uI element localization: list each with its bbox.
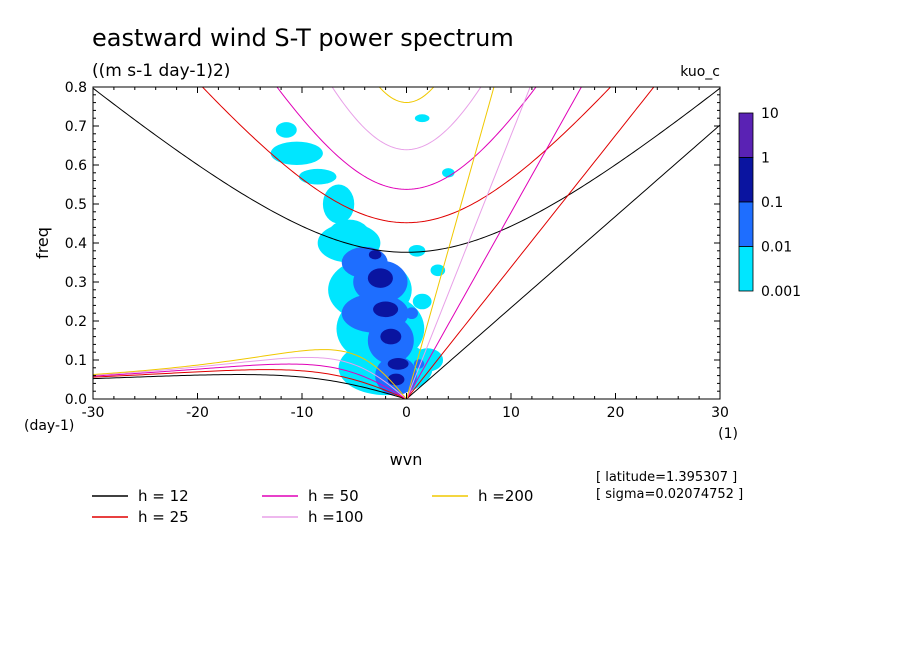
colorbar-swatch bbox=[738, 246, 754, 292]
rossby-curve bbox=[93, 349, 407, 399]
contour-blob bbox=[412, 293, 432, 310]
y-tick-label: 0.1 bbox=[65, 353, 87, 369]
contour-blob bbox=[405, 307, 418, 320]
y-unit-label: (day-1) bbox=[24, 418, 74, 434]
y-tick-label: 0.8 bbox=[65, 80, 87, 96]
x-tick-label: -10 bbox=[291, 405, 314, 421]
inertia-gravity-curve bbox=[201, 87, 612, 224]
colorbar-swatch bbox=[738, 112, 754, 158]
corner-label: kuo_c bbox=[680, 64, 720, 80]
legend: h = 12 h = 25 h = 50 h =100 h =200 bbox=[92, 487, 533, 526]
x-unit-label: (1) bbox=[718, 426, 738, 442]
contour-fill bbox=[270, 114, 455, 396]
sigma-annotation: [ sigma=0.02074752 ] bbox=[596, 487, 743, 502]
rossby-curve bbox=[93, 363, 407, 399]
rossby-curve bbox=[93, 369, 407, 399]
colorbar-swatch bbox=[738, 201, 754, 247]
legend-label: h = 25 bbox=[138, 508, 189, 526]
chart-subtitle: ((m s-1 day-1)2) bbox=[92, 61, 230, 81]
y-tick-label: 0.2 bbox=[65, 314, 87, 330]
colorbar-label: 0.01 bbox=[761, 240, 792, 256]
dispersion-curves bbox=[93, 87, 720, 399]
contour-blob bbox=[387, 373, 405, 386]
plot-area: -30 -20 -10 0 10 20 30 0.0 0.1 0.2 0.3 0.4 0.5 0.6 0.7… bbox=[65, 80, 729, 421]
kelvin-curve bbox=[406, 87, 655, 399]
legend-label: h =100 bbox=[308, 508, 363, 526]
axis-ticks: -30 -20 -10 0 10 20 30 0.0 0.1 0.2 0.3 0.4 0.5 0.6 0.7… bbox=[65, 80, 729, 421]
inertia-gravity-curve bbox=[331, 87, 482, 151]
y-tick-label: 0.7 bbox=[65, 119, 87, 135]
colorbar-label: 0.001 bbox=[761, 284, 801, 300]
contour-blob bbox=[322, 184, 355, 224]
contour-blob bbox=[275, 122, 297, 138]
x-tick-label: 30 bbox=[711, 405, 729, 421]
x-tick-label: 10 bbox=[502, 405, 520, 421]
kelvin-curve bbox=[406, 87, 495, 399]
inertia-gravity-curve bbox=[276, 87, 537, 190]
contour-blob bbox=[408, 244, 426, 257]
colorbar-label: 10 bbox=[761, 106, 779, 122]
y-tick-label: 0.3 bbox=[65, 275, 87, 291]
inertia-gravity-curve bbox=[378, 87, 435, 104]
contour-blob bbox=[442, 168, 455, 178]
contour-blob bbox=[414, 114, 430, 123]
contour-blob bbox=[380, 328, 402, 345]
legend-label: h = 50 bbox=[308, 487, 359, 505]
y-tick-label: 0.4 bbox=[65, 236, 87, 252]
rossby-curve bbox=[93, 356, 407, 399]
y-tick-label: 0.0 bbox=[65, 392, 87, 408]
y-tick-label: 0.6 bbox=[65, 158, 87, 174]
x-tick-label: -20 bbox=[186, 405, 209, 421]
latitude-annotation: [ latitude=1.395307 ] bbox=[596, 470, 737, 485]
x-tick-label: 20 bbox=[607, 405, 625, 421]
y-tick-label: 0.5 bbox=[65, 197, 87, 213]
x-tick-label: 0 bbox=[402, 405, 411, 421]
contour-blob bbox=[270, 141, 323, 165]
contour-blob bbox=[368, 250, 382, 260]
contour-blob bbox=[367, 268, 393, 288]
colorbar-swatch bbox=[738, 157, 754, 203]
kelvin-curve bbox=[406, 124, 720, 399]
x-axis-label: wvn bbox=[390, 450, 423, 469]
chart-title: eastward wind S-T power spectrum bbox=[92, 24, 514, 52]
colorbar: 10 1 0.1 0.01 0.001 bbox=[738, 106, 801, 300]
x-tick-label: -30 bbox=[82, 405, 105, 421]
rossby-curve bbox=[93, 374, 407, 399]
contour-blob bbox=[298, 168, 337, 185]
colorbar-label: 0.1 bbox=[761, 195, 783, 211]
y-axis-label: freq bbox=[33, 227, 52, 259]
kelvin-curve bbox=[406, 87, 582, 399]
contour-blob bbox=[387, 358, 409, 370]
legend-label: h = 12 bbox=[138, 487, 189, 505]
inertia-gravity-curve bbox=[93, 87, 720, 253]
colorbar-label: 1 bbox=[761, 151, 770, 167]
contour-blob bbox=[373, 301, 399, 318]
kelvin-curve bbox=[406, 87, 531, 399]
legend-label: h =200 bbox=[478, 487, 533, 505]
